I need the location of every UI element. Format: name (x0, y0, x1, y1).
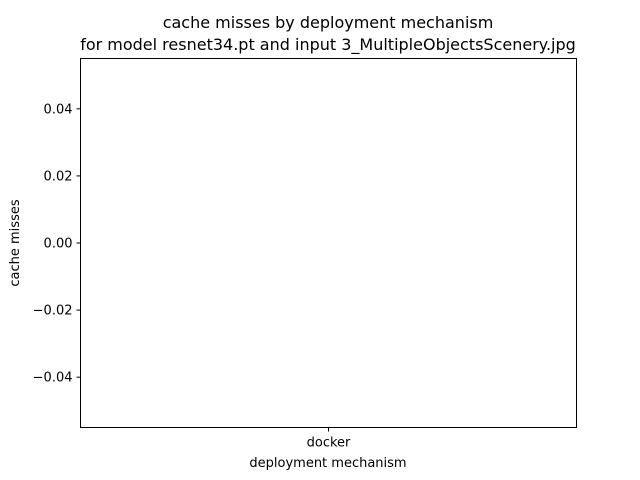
y-tick-label: 0.04 (44, 102, 73, 117)
x-tick-label: docker (307, 436, 351, 451)
y-tick-label: −0.04 (33, 371, 73, 386)
y-tick-label: −0.02 (33, 304, 73, 319)
y-axis-ticks: −0.04 −0.02 0.00 0.02 0.04 (33, 102, 81, 386)
x-axis-ticks: docker (307, 427, 351, 451)
y-axis-label: cache misses (8, 199, 23, 286)
x-axis-label: deployment mechanism (249, 456, 406, 471)
plot-area (80, 58, 577, 428)
y-tick-label: 0.00 (44, 237, 73, 252)
y-tick-label: 0.02 (44, 169, 73, 184)
chart-title: cache misses by deployment mechanism (163, 13, 494, 32)
chart-subtitle: for model resnet34.pt and input 3_Multip… (80, 35, 576, 55)
